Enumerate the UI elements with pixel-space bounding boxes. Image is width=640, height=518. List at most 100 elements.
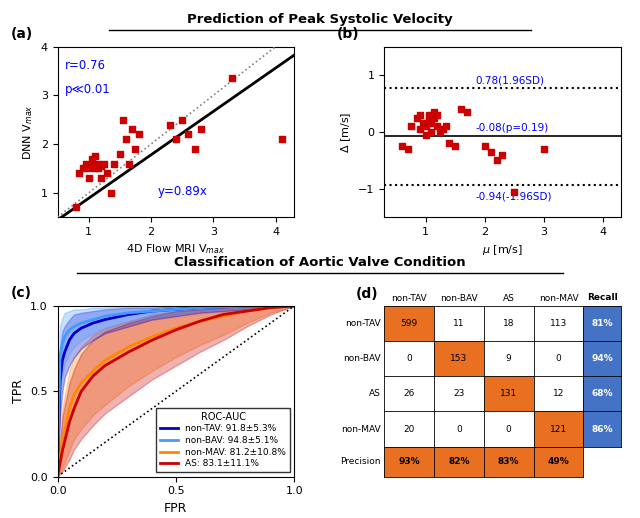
Text: 153: 153 <box>451 354 467 363</box>
Line: non-BAV: 94.8±5.1%: non-BAV: 94.8±5.1% <box>58 306 294 477</box>
Point <box>71 204 81 212</box>
Point <box>183 130 193 138</box>
non-BAV: 94.8±5.1%: (0.3, 0.96): 94.8±5.1%: (0.3, 0.96) <box>125 310 132 316</box>
Line: non-MAV: 81.2±10.8%: non-MAV: 81.2±10.8% <box>58 306 294 477</box>
Text: 93%: 93% <box>398 457 420 466</box>
non-MAV: 81.2±10.8%: (0.1, 0.55): 81.2±10.8%: (0.1, 0.55) <box>77 380 85 386</box>
Text: 113: 113 <box>550 319 567 328</box>
Text: -0.08(p=0.19): -0.08(p=0.19) <box>476 123 549 133</box>
non-TAV: 91.8±5.3%: (0.2, 0.92): 91.8±5.3%: (0.2, 0.92) <box>101 316 109 323</box>
Text: (c): (c) <box>10 286 31 300</box>
Point <box>479 142 490 150</box>
Point <box>486 148 496 156</box>
AS: 83.1±11.1%: (0.02, 0.15): 83.1±11.1%: (0.02, 0.15) <box>58 448 66 454</box>
AS: 83.1±11.1%: (0.07, 0.4): 83.1±11.1%: (0.07, 0.4) <box>70 405 78 411</box>
non-BAV: 94.8±5.1%: (0.07, 0.88): 94.8±5.1%: (0.07, 0.88) <box>70 323 78 329</box>
non-MAV: 81.2±10.8%: (0.7, 0.94): 81.2±10.8%: (0.7, 0.94) <box>220 313 227 319</box>
non-TAV: 91.8±5.3%: (0.15, 0.9): 91.8±5.3%: (0.15, 0.9) <box>89 320 97 326</box>
Text: 0.78(1.96SD): 0.78(1.96SD) <box>476 76 545 85</box>
non-BAV: 94.8±5.1%: (1, 1): 94.8±5.1%: (1, 1) <box>291 303 298 309</box>
non-TAV: 91.8±5.3%: (0.02, 0.68): 91.8±5.3%: (0.02, 0.68) <box>58 357 66 364</box>
non-TAV: 91.8±5.3%: (0.6, 0.99): 91.8±5.3%: (0.6, 0.99) <box>196 305 204 311</box>
Point <box>432 122 442 131</box>
Point <box>90 152 100 161</box>
Point <box>115 150 125 158</box>
Text: 20: 20 <box>403 425 415 434</box>
AS: 83.1±11.1%: (1, 1): 83.1±11.1%: (1, 1) <box>291 303 298 309</box>
non-TAV: 91.8±5.3%: (0.03, 0.73): 91.8±5.3%: (0.03, 0.73) <box>61 349 68 355</box>
Point <box>74 169 84 178</box>
Y-axis label: DNN V$_{max}$: DNN V$_{max}$ <box>21 104 35 160</box>
AS: 83.1±11.1%: (0.3, 0.73): 83.1±11.1%: (0.3, 0.73) <box>125 349 132 355</box>
Point <box>90 164 100 172</box>
Y-axis label: $\Delta$ [m/s]: $\Delta$ [m/s] <box>339 111 353 153</box>
X-axis label: FPR: FPR <box>164 502 188 515</box>
Point <box>426 119 436 127</box>
Point <box>420 131 431 139</box>
Point <box>106 189 116 197</box>
non-MAV: 81.2±10.8%: (0, 0): 81.2±10.8%: (0, 0) <box>54 473 61 480</box>
non-TAV: 91.8±5.3%: (1, 1): 91.8±5.3%: (1, 1) <box>291 303 298 309</box>
Point <box>415 111 425 119</box>
Point <box>171 135 181 143</box>
Point <box>131 145 141 153</box>
non-BAV: 94.8±5.1%: (0.7, 0.995): 94.8±5.1%: (0.7, 0.995) <box>220 304 227 310</box>
Point <box>397 142 407 150</box>
Text: non-TAV: non-TAV <box>346 319 381 328</box>
Point <box>450 142 460 150</box>
non-TAV: 91.8±5.3%: (0.07, 0.84): 91.8±5.3%: (0.07, 0.84) <box>70 330 78 336</box>
Point <box>121 135 131 143</box>
Text: 11: 11 <box>453 319 465 328</box>
Point <box>426 128 436 136</box>
AS: 83.1±11.1%: (0.7, 0.95): 83.1±11.1%: (0.7, 0.95) <box>220 311 227 318</box>
AS: 83.1±11.1%: (0.4, 0.8): 83.1±11.1%: (0.4, 0.8) <box>148 337 156 343</box>
Text: 81%: 81% <box>591 319 613 328</box>
AS: 83.1±11.1%: (0.2, 0.65): 83.1±11.1%: (0.2, 0.65) <box>101 363 109 369</box>
Point <box>102 169 113 178</box>
non-MAV: 81.2±10.8%: (0.15, 0.62): 81.2±10.8%: (0.15, 0.62) <box>89 368 97 374</box>
Point <box>99 160 109 168</box>
Text: 0: 0 <box>556 354 561 363</box>
Text: (d): (d) <box>355 287 378 301</box>
non-MAV: 81.2±10.8%: (0.02, 0.2): 81.2±10.8%: (0.02, 0.2) <box>58 439 66 445</box>
Text: y=0.89x: y=0.89x <box>157 185 207 198</box>
Point <box>96 162 106 170</box>
Point <box>81 160 91 168</box>
Point <box>403 145 413 153</box>
Point <box>441 122 451 131</box>
Point <box>417 119 428 127</box>
non-BAV: 94.8±5.1%: (0.4, 0.97): 94.8±5.1%: (0.4, 0.97) <box>148 308 156 314</box>
Point <box>424 117 434 125</box>
non-MAV: 81.2±10.8%: (0.07, 0.48): 81.2±10.8%: (0.07, 0.48) <box>70 392 78 398</box>
Text: 49%: 49% <box>548 457 570 466</box>
non-BAV: 94.8±5.1%: (0.2, 0.94): 94.8±5.1%: (0.2, 0.94) <box>101 313 109 319</box>
AS: 83.1±11.1%: (0.8, 0.97): 83.1±11.1%: (0.8, 0.97) <box>243 308 251 314</box>
Text: 26: 26 <box>403 390 415 398</box>
Point <box>415 125 425 133</box>
Text: Precision: Precision <box>340 457 381 466</box>
Text: non-MAV: non-MAV <box>341 425 381 434</box>
Text: 82%: 82% <box>448 457 470 466</box>
Text: 131: 131 <box>500 390 517 398</box>
non-TAV: 91.8±5.3%: (0.8, 0.998): 91.8±5.3%: (0.8, 0.998) <box>243 303 251 309</box>
Point <box>429 108 440 116</box>
Text: 121: 121 <box>550 425 567 434</box>
non-MAV: 81.2±10.8%: (0.2, 0.68): 81.2±10.8%: (0.2, 0.68) <box>101 357 109 364</box>
non-TAV: 91.8±5.3%: (0.9, 1): 91.8±5.3%: (0.9, 1) <box>267 303 275 309</box>
non-MAV: 81.2±10.8%: (0.4, 0.82): 81.2±10.8%: (0.4, 0.82) <box>148 334 156 340</box>
Text: 86%: 86% <box>591 425 613 434</box>
Text: 0: 0 <box>456 425 462 434</box>
non-MAV: 81.2±10.8%: (0.3, 0.76): 81.2±10.8%: (0.3, 0.76) <box>125 344 132 350</box>
non-TAV: 91.8±5.3%: (0.1, 0.87): 91.8±5.3%: (0.1, 0.87) <box>77 325 85 331</box>
Point <box>196 125 206 134</box>
AS: 83.1±11.1%: (0.1, 0.5): 83.1±11.1%: (0.1, 0.5) <box>77 388 85 394</box>
Text: AS: AS <box>369 390 381 398</box>
Point <box>509 188 520 196</box>
Text: r=0.76: r=0.76 <box>65 59 106 71</box>
non-BAV: 94.8±5.1%: (0.03, 0.82): 94.8±5.1%: (0.03, 0.82) <box>61 334 68 340</box>
Point <box>93 160 103 168</box>
non-BAV: 94.8±5.1%: (0.01, 0.7): 94.8±5.1%: (0.01, 0.7) <box>56 354 64 360</box>
Point <box>133 130 143 138</box>
non-BAV: 94.8±5.1%: (0.05, 0.86): 94.8±5.1%: (0.05, 0.86) <box>65 327 73 333</box>
Point <box>189 145 200 153</box>
